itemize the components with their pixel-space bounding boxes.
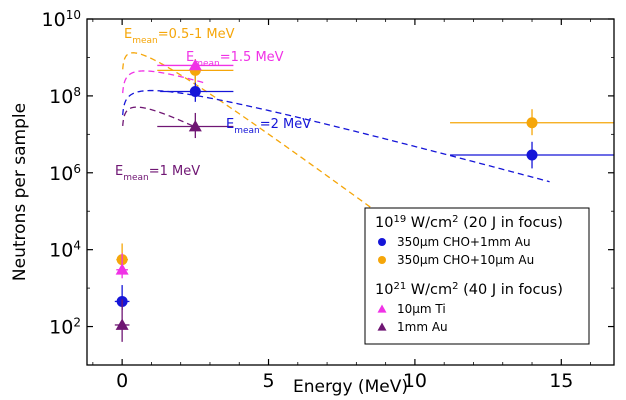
circle-marker (526, 149, 538, 161)
data-point (450, 141, 614, 169)
legend-circle-marker (378, 238, 386, 246)
data-point (450, 109, 614, 136)
data-point (157, 112, 234, 139)
legend-entry-label: 350µm CHO+1mm Au (397, 235, 531, 249)
data-point (160, 75, 234, 102)
data-points (114, 58, 614, 342)
spectrum-curve-2 (122, 70, 205, 94)
triangle-marker (188, 119, 202, 132)
x-tick-label: 10 (403, 370, 427, 392)
legend-circle-marker (378, 256, 386, 264)
x-axis-title: Energy (MeV) (293, 377, 408, 397)
legend-box (364, 207, 590, 345)
y-tick-label: 1010 (42, 8, 81, 31)
y-tick-label: 104 (49, 239, 81, 262)
triangle-marker (115, 263, 129, 275)
legend-triangle-marker (377, 304, 387, 313)
spectrum-label-3: Emean=2 MeV (226, 117, 311, 136)
y-tick-label: 106 (49, 162, 81, 185)
legend-entry-label: 1mm Au (397, 320, 448, 334)
data-point (114, 299, 130, 342)
spectrum-label-2: Emean=1.5 MeV (186, 50, 284, 69)
y-tick-label: 108 (49, 85, 81, 108)
circle-marker (526, 117, 538, 129)
legend-heading: 1021 W/cm2 (40 J in focus) (375, 281, 563, 299)
spectrum-curve-4 (122, 106, 196, 128)
triangle-marker (188, 58, 202, 71)
spectrum-label-4: Emean=1 MeV (115, 164, 200, 183)
plot-frame (86, 18, 615, 366)
spectrum-label-1: Emean=0.5-1 MeV (124, 27, 235, 46)
triangle-marker (115, 318, 129, 330)
legend-entry-label: 10µm Ti (397, 302, 446, 316)
legend-entry-label: 350µm CHO+10µm Au (397, 253, 534, 267)
legend: 1019 W/cm2 (20 J in focus) 350µm CHO+1mm … (364, 207, 590, 345)
axis-ticks: 0 5 10 15 102 104 106 108 1010 (42, 8, 614, 392)
data-point (157, 58, 234, 71)
y-axis-title: Neutrons per sample (10, 103, 30, 281)
circle-marker (189, 86, 201, 98)
legend-heading: 1019 W/cm2 (20 J in focus) (375, 214, 563, 232)
x-tick-label: 15 (549, 370, 573, 392)
data-point (115, 253, 129, 279)
spectrum-annotations: Emean=0.5-1 MeV Emean=1.5 MeV Emean=2 MeV E… (115, 27, 311, 183)
spectrum-curve-3 (122, 89, 550, 183)
legend-triangle-marker (377, 322, 387, 331)
x-tick-label: 0 (116, 370, 128, 392)
x-tick-label: 5 (262, 370, 274, 392)
y-tick-label: 102 (49, 316, 81, 339)
